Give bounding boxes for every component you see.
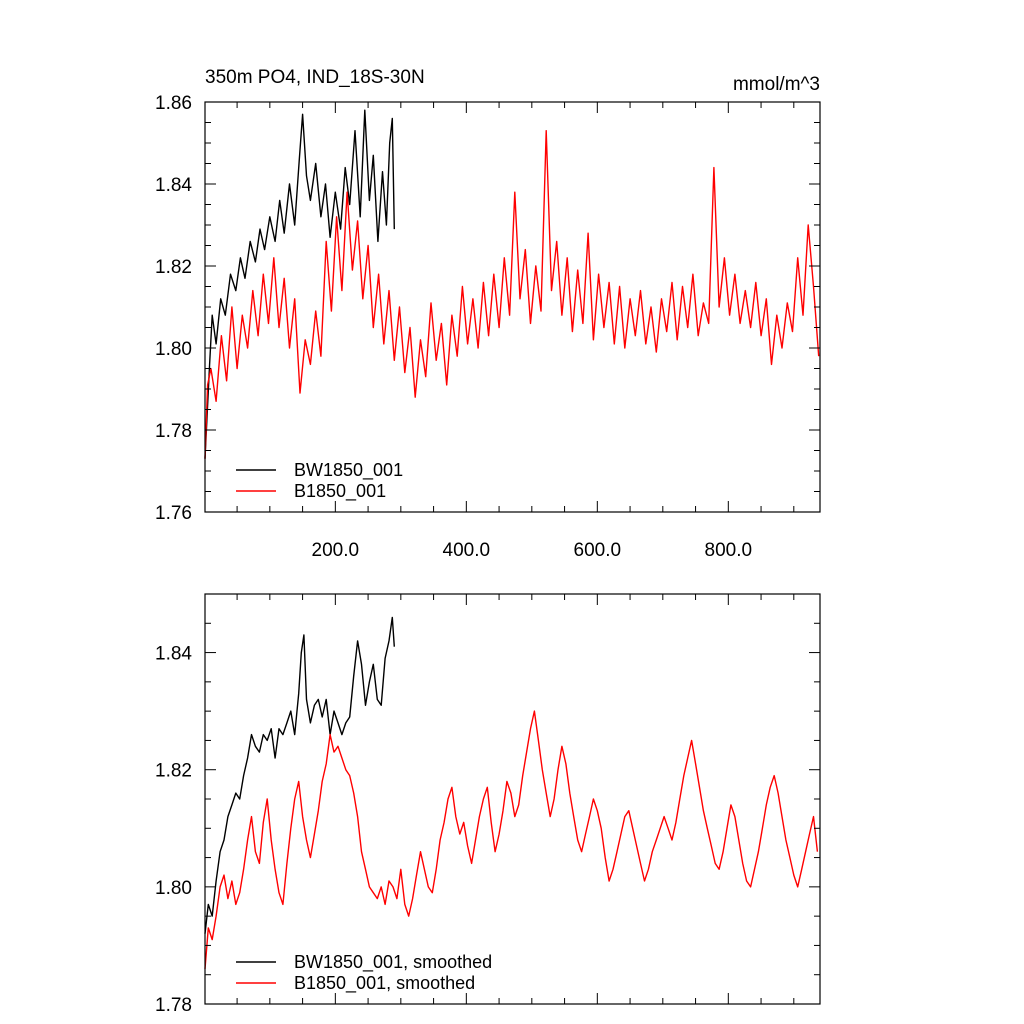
bottom-y-tick-label: 1.80 [155, 878, 192, 899]
top-series-group [204, 109, 820, 459]
bottom-y-tick-label: 1.82 [155, 761, 192, 782]
top-y-tick-label: 1.82 [155, 257, 192, 278]
top-legend-label: BW1850_001 [294, 460, 403, 481]
top-y-tick-label: 1.84 [155, 175, 192, 196]
bottom-y-tick-label: 1.78 [155, 995, 192, 1016]
top-y-tick-label: 1.78 [155, 421, 192, 442]
top-y-tick-label: 1.86 [155, 93, 192, 114]
top-plot-frame [204, 101, 821, 513]
top-x-tick-label: 400.0 [443, 540, 491, 561]
top-series-line-0 [204, 109, 395, 459]
chart-title: 350m PO4, IND_18S-30N [205, 67, 425, 88]
top-x-tick-label: 200.0 [312, 540, 360, 561]
bottom-series-group [204, 616, 819, 969]
top-x-tick-label: 800.0 [705, 540, 753, 561]
bottom-legend-label: BW1850_001, smoothed [294, 952, 492, 973]
top-series-line-1 [204, 129, 820, 459]
bottom-series-line-0 [204, 616, 395, 934]
bottom-series-line-1 [204, 710, 819, 969]
bottom-tick-group: 1.78 1.80 1.82 1.84 [155, 593, 820, 1016]
top-legend-label: B1850_001 [294, 481, 386, 502]
top-y-tick-label: 1.80 [155, 339, 192, 360]
top-x-tick-label: 600.0 [574, 540, 622, 561]
bottom-y-tick-label: 1.84 [155, 644, 192, 665]
top-panel: 1.76 1.78 1.80 1.82 1.84 1.86 200.0 400.0 600.0 8… [155, 93, 821, 561]
top-y-tick-label: 1.76 [155, 503, 192, 524]
units-label: mmol/m^3 [733, 74, 820, 95]
top-tick-group: 1.76 1.78 1.80 1.82 1.84 1.86 200.0 400.0 600.0 8… [155, 93, 820, 561]
bottom-legend-label: B1850_001, smoothed [294, 973, 475, 994]
bottom-panel: 1.78 1.80 1.82 1.84 BW1850_001, smoothedB18… [155, 593, 821, 1016]
